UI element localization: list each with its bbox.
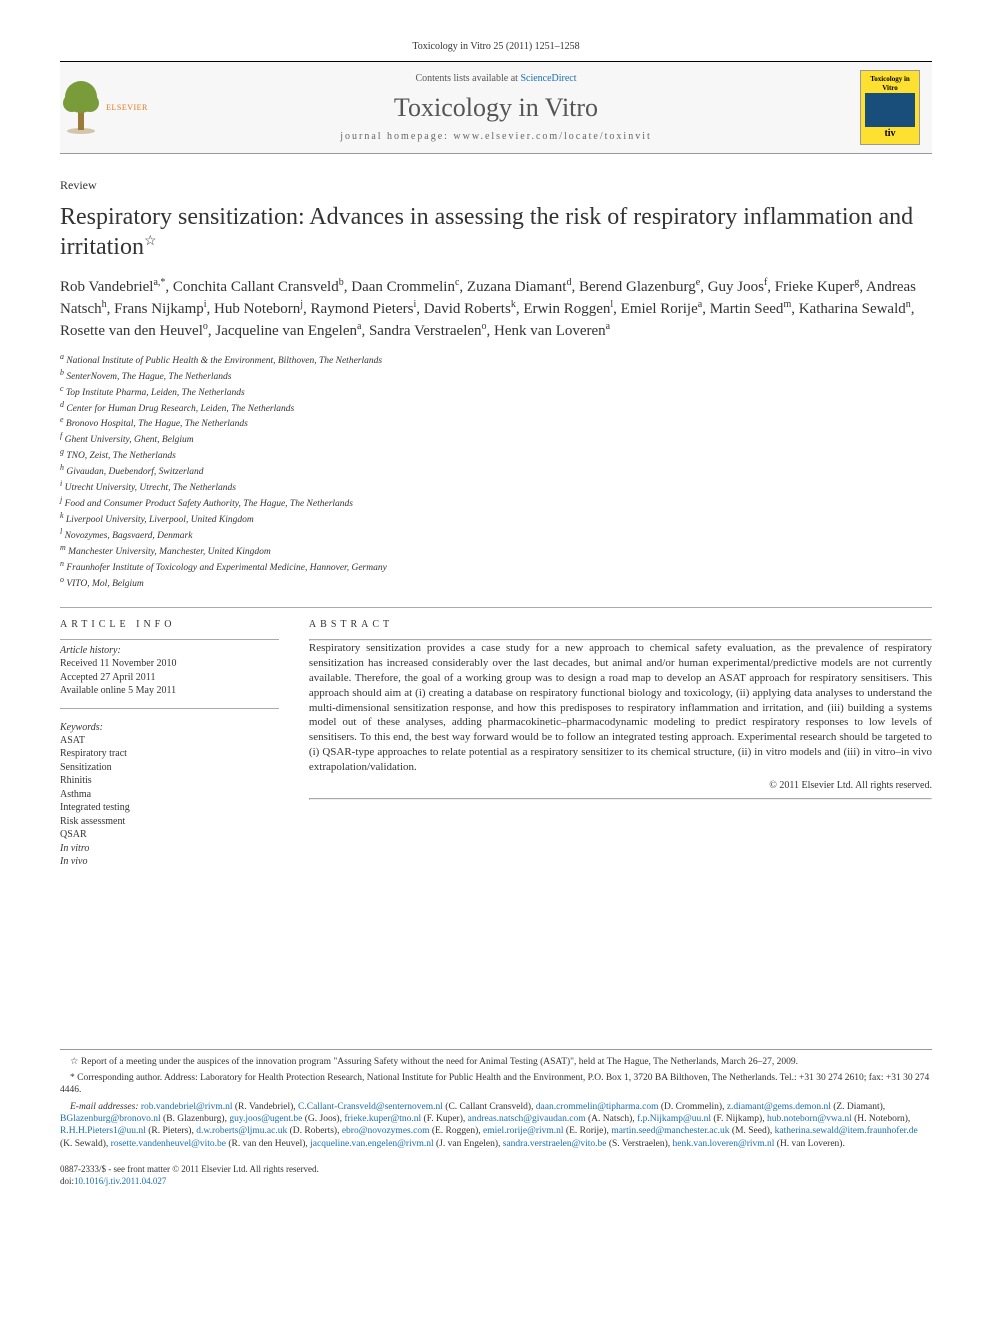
authors: Rob Vandebriela,*, Conchita Callant Cran… (60, 276, 932, 342)
affiliation-item: d Center for Human Drug Research, Leiden… (60, 400, 932, 416)
affiliation-item: h Givaudan, Duebendorf, Switzerland (60, 463, 932, 479)
history-item: Accepted 27 April 2011 (60, 671, 279, 685)
publisher-logo-block: ELSEVIER (72, 73, 132, 143)
affiliation-item: e Bronovo Hospital, The Hague, The Nethe… (60, 415, 932, 431)
info-rule-1 (60, 639, 279, 640)
email-link[interactable]: BGlazenburg@bronovo.nl (60, 1114, 161, 1124)
contents-line: Contents lists available at ScienceDirec… (132, 72, 860, 85)
history-head: Article history: (60, 644, 279, 657)
journal-cover-thumb: Toxicology in Vitro tiv (860, 70, 920, 145)
email-link[interactable]: d.w.roberts@ljmu.ac.uk (196, 1126, 287, 1136)
article-info-column: ARTICLE INFO Article history: Received 1… (60, 618, 279, 869)
email-link[interactable]: z.diamant@gems.demon.nl (727, 1102, 831, 1112)
sciencedirect-link[interactable]: ScienceDirect (520, 73, 576, 84)
email-link[interactable]: frieke.kuper@tno.nl (344, 1114, 421, 1124)
journal-homepage: journal homepage: www.elsevier.com/locat… (132, 130, 860, 143)
contents-prefix: Contents lists available at (415, 73, 520, 84)
abstract-head: ABSTRACT (309, 618, 932, 631)
affiliation-item: n Fraunhofer Institute of Toxicology and… (60, 559, 932, 575)
keyword-item: Sensitization (60, 761, 279, 775)
keyword-item: In vivo (60, 855, 279, 869)
journal-name: Toxicology in Vitro (132, 91, 860, 125)
email-link[interactable]: ebro@novozymes.com (342, 1126, 430, 1136)
keyword-item: In vitro (60, 842, 279, 856)
email-link[interactable]: martin.seed@manchester.ac.uk (611, 1126, 729, 1136)
email-link[interactable]: C.Callant-Cransveld@senternovem.nl (298, 1102, 443, 1112)
affiliation-item: b SenterNovem, The Hague, The Netherland… (60, 368, 932, 384)
abstract-text: Respiratory sensitization provides a cas… (309, 641, 932, 775)
title-note-marker: ☆ (144, 234, 157, 249)
keyword-item: Integrated testing (60, 801, 279, 815)
affiliation-item: a National Institute of Public Health & … (60, 352, 932, 368)
cover-title: Toxicology in Vitro (865, 75, 915, 93)
keyword-item: Asthma (60, 788, 279, 802)
abstract-rule-bottom (309, 798, 932, 800)
affiliations: a National Institute of Public Health & … (60, 352, 932, 592)
affiliation-item: j Food and Consumer Product Safety Autho… (60, 495, 932, 511)
rule-mid (60, 607, 932, 608)
email-link[interactable]: rosette.vandenheuvel@vito.be (111, 1139, 226, 1149)
bottom-block: 0887-2333/$ - see front matter © 2011 El… (60, 1164, 932, 1187)
masthead: ELSEVIER Contents lists available at Sci… (60, 62, 932, 154)
email-link[interactable]: hub.noteborn@vwa.nl (767, 1114, 852, 1124)
keyword-item: Rhinitis (60, 774, 279, 788)
keywords-head: Keywords: (60, 721, 279, 734)
email-link[interactable]: andreas.natsch@givaudan.com (468, 1114, 586, 1124)
email-link[interactable]: henk.van.loveren@rivm.nl (673, 1139, 775, 1149)
affiliation-item: o VITO, Mol, Belgium (60, 575, 932, 591)
journal-reference: Toxicology in Vitro 25 (2011) 1251–1258 (60, 40, 932, 53)
emails-body: rob.vandebriel@rivm.nl (R. Vandebriel), … (60, 1102, 918, 1149)
emails-label: E-mail addresses: (70, 1102, 139, 1112)
email-link[interactable]: daan.crommelin@tipharma.com (536, 1102, 659, 1112)
affiliation-item: l Novozymes, Bagsvaerd, Denmark (60, 527, 932, 543)
email-link[interactable]: rob.vandebriel@rivm.nl (141, 1102, 233, 1112)
footnote-corresponding: * Corresponding author. Address: Laborat… (60, 1072, 932, 1097)
affiliation-item: c Top Institute Pharma, Leiden, The Neth… (60, 384, 932, 400)
title-text: Respiratory sensitization: Advances in a… (60, 204, 913, 260)
footnote-report: ☆ Report of a meeting under the auspices… (60, 1056, 932, 1068)
abstract-column: ABSTRACT Respiratory sensitization provi… (309, 618, 932, 869)
article-title: Respiratory sensitization: Advances in a… (60, 202, 932, 262)
masthead-center: Contents lists available at ScienceDirec… (132, 72, 860, 144)
keyword-item: Respiratory tract (60, 747, 279, 761)
info-abstract-row: ARTICLE INFO Article history: Received 1… (60, 618, 932, 869)
cover-body (865, 93, 915, 127)
cover-logo: tiv (884, 127, 895, 140)
article-type: Review (60, 178, 932, 194)
doi-line: doi:10.1016/j.tiv.2011.04.027 (60, 1176, 932, 1188)
keyword-item: ASAT (60, 734, 279, 748)
issn-line: 0887-2333/$ - see front matter © 2011 El… (60, 1164, 932, 1176)
affiliation-item: m Manchester University, Manchester, Uni… (60, 543, 932, 559)
email-link[interactable]: guy.joos@ugent.be (229, 1114, 302, 1124)
email-link[interactable]: R.H.H.Pieters1@uu.nl (60, 1126, 146, 1136)
keyword-item: QSAR (60, 828, 279, 842)
affiliation-item: f Ghent University, Ghent, Belgium (60, 431, 932, 447)
footnote-emails: E-mail addresses: rob.vandebriel@rivm.nl… (60, 1101, 932, 1150)
email-link[interactable]: f.p.Nijkamp@uu.nl (637, 1114, 711, 1124)
affiliation-item: g TNO, Zeist, The Netherlands (60, 447, 932, 463)
affiliation-item: i Utrecht University, Utrecht, The Nethe… (60, 479, 932, 495)
abstract-copyright: © 2011 Elsevier Ltd. All rights reserved… (309, 779, 932, 792)
history-item: Received 11 November 2010 (60, 657, 279, 671)
info-rule-2 (60, 708, 279, 709)
doi-prefix: doi: (60, 1176, 74, 1186)
email-link[interactable]: jacqueline.van.engelen@rivm.nl (310, 1139, 434, 1149)
email-link[interactable]: emiel.rorije@rivm.nl (483, 1126, 564, 1136)
elsevier-tree-icon (56, 75, 106, 140)
history-item: Available online 5 May 2011 (60, 684, 279, 698)
footnotes: ☆ Report of a meeting under the auspices… (60, 1049, 932, 1150)
doi-link[interactable]: 10.1016/j.tiv.2011.04.027 (74, 1176, 166, 1186)
keyword-item: Risk assessment (60, 815, 279, 829)
article-info-head: ARTICLE INFO (60, 618, 279, 631)
email-link[interactable]: katherina.sewald@item.fraunhofer.de (775, 1126, 918, 1136)
affiliation-item: k Liverpool University, Liverpool, Unite… (60, 511, 932, 527)
email-link[interactable]: sandra.verstraelen@vito.be (503, 1139, 607, 1149)
